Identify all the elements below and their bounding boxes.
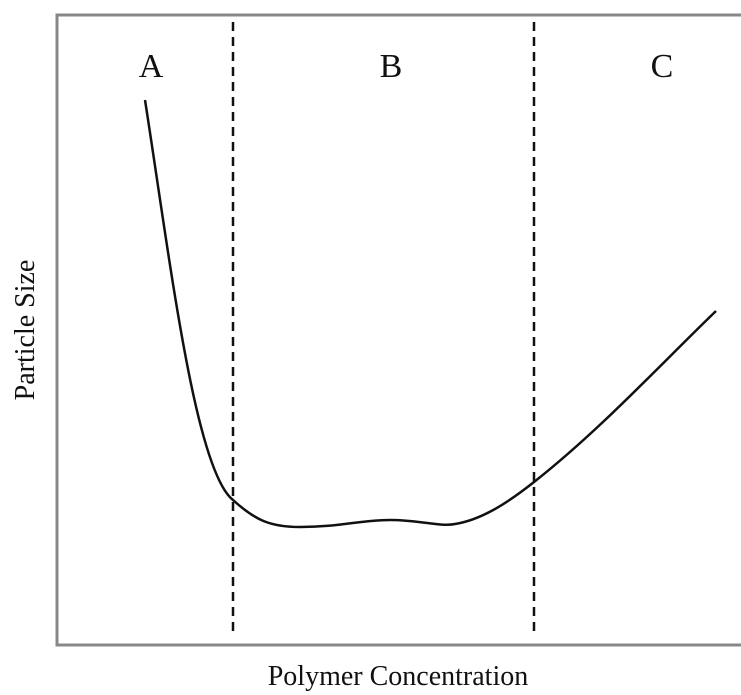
region-label: A xyxy=(139,48,164,85)
curve xyxy=(143,99,717,529)
frame xyxy=(55,13,741,647)
region-label: B xyxy=(380,48,403,85)
x-axis-label: Polymer Concentration xyxy=(268,661,529,692)
region-label: C xyxy=(651,48,674,85)
y-axis-label: Particle Size xyxy=(10,260,41,401)
